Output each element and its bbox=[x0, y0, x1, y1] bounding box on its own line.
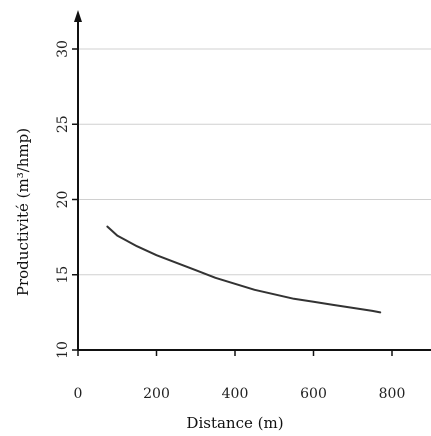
x-tick-label-600: 600 bbox=[300, 386, 327, 402]
data-series bbox=[106, 225, 382, 314]
series-line-0 bbox=[106, 225, 382, 314]
x-ticks: 0 200 400 600 800 bbox=[74, 350, 406, 402]
y-tick-label-20: 20 bbox=[55, 191, 71, 209]
y-axis-arrow bbox=[74, 10, 82, 22]
y-tick-label-30: 30 bbox=[55, 40, 71, 58]
x-tick-label-800: 800 bbox=[379, 386, 406, 402]
y-tick-label-10: 10 bbox=[55, 341, 71, 359]
x-tick-label-0: 0 bbox=[74, 386, 83, 402]
plot-axes bbox=[74, 10, 431, 351]
y-axis-title: Productivité (m³/hmp) bbox=[14, 128, 32, 296]
x-tick-label-200: 200 bbox=[143, 386, 170, 402]
y-ticks: 10 15 20 25 30 bbox=[55, 40, 78, 359]
y-tick-label-25: 25 bbox=[55, 115, 71, 133]
x-tick-label-400: 400 bbox=[222, 386, 249, 402]
y-tick-label-15: 15 bbox=[55, 266, 71, 284]
x-axis-title: Distance (m) bbox=[186, 414, 283, 432]
grid-lines bbox=[78, 48, 431, 276]
